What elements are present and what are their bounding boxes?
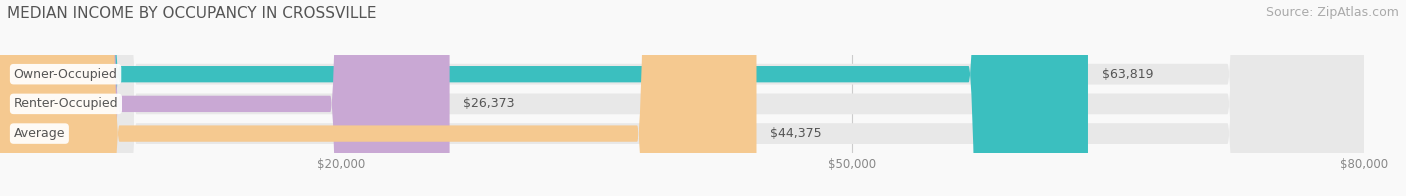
Text: $63,819: $63,819	[1102, 68, 1153, 81]
Text: Renter-Occupied: Renter-Occupied	[14, 97, 118, 110]
Text: MEDIAN INCOME BY OCCUPANCY IN CROSSVILLE: MEDIAN INCOME BY OCCUPANCY IN CROSSVILLE	[7, 6, 377, 21]
FancyBboxPatch shape	[0, 0, 756, 196]
FancyBboxPatch shape	[0, 0, 1364, 196]
Text: Source: ZipAtlas.com: Source: ZipAtlas.com	[1265, 6, 1399, 19]
Text: $44,375: $44,375	[770, 127, 821, 140]
FancyBboxPatch shape	[0, 0, 450, 196]
FancyBboxPatch shape	[0, 0, 1364, 196]
Text: Average: Average	[14, 127, 65, 140]
Text: Owner-Occupied: Owner-Occupied	[14, 68, 118, 81]
FancyBboxPatch shape	[0, 0, 1364, 196]
FancyBboxPatch shape	[0, 0, 1088, 196]
Text: $26,373: $26,373	[463, 97, 515, 110]
